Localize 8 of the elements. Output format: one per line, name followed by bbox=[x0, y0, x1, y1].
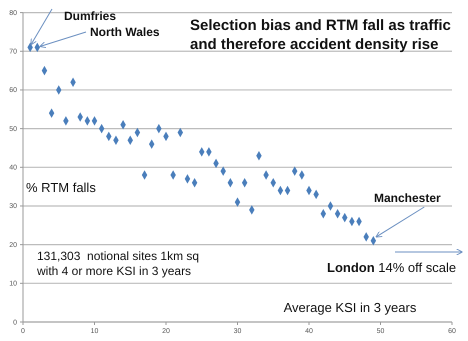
annotation: Dumfries bbox=[64, 9, 116, 23]
annotation: Manchester bbox=[374, 191, 442, 205]
x-axis-title: Average KSI in 3 years bbox=[284, 300, 417, 315]
annotation: London 14% off scale bbox=[327, 260, 456, 275]
annotation: 131,303 notional sites 1km sq with 4 or more KSI in 3 years bbox=[36, 249, 200, 278]
y-axis-title: % RTM falls bbox=[26, 180, 96, 195]
annotation: North Wales bbox=[90, 25, 160, 39]
text: Selection bias and RTM fall as traffic and therefore accident density rise bbox=[190, 17, 451, 53]
